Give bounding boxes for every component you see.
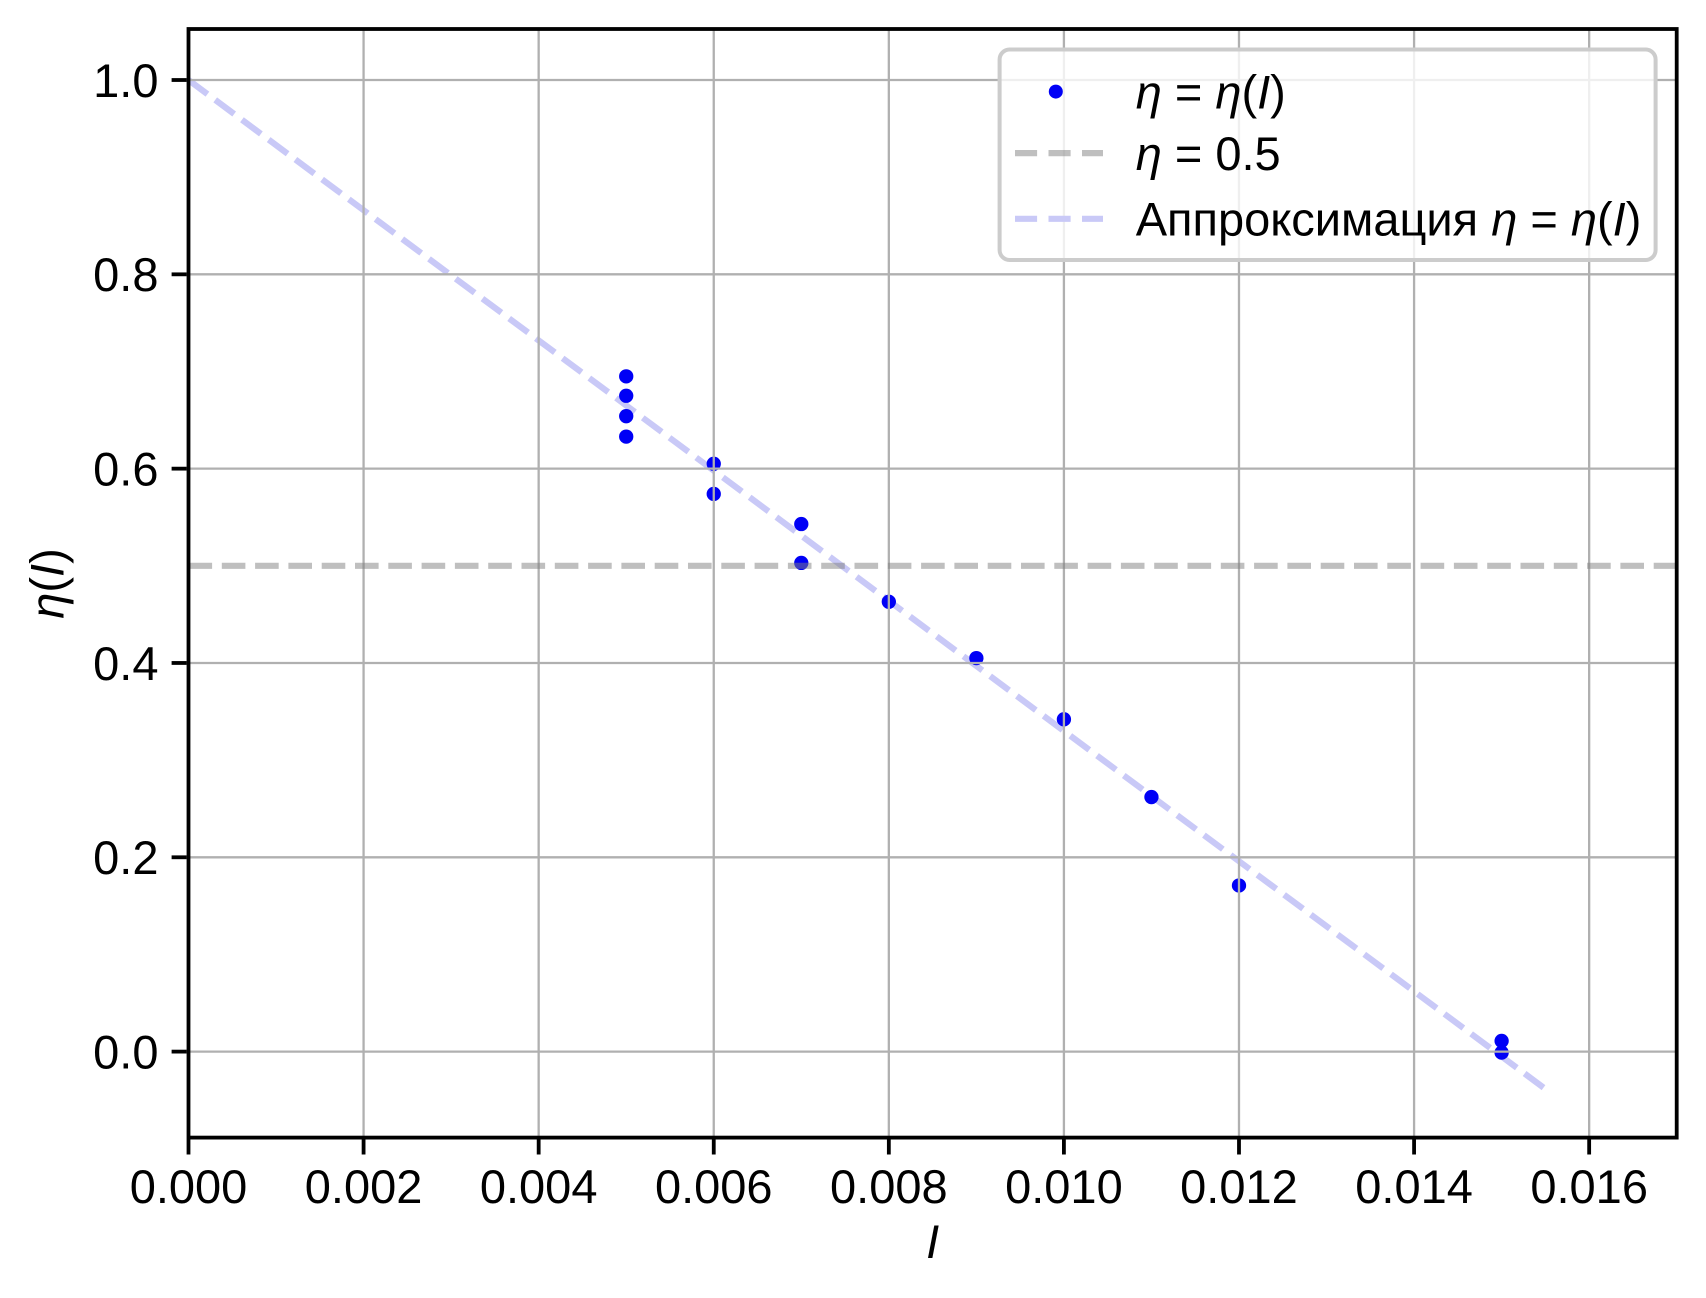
plot-border [186, 27, 1679, 1140]
legend-box [997, 47, 1658, 262]
scatter-point [619, 369, 634, 384]
ticks [171, 78, 1592, 1155]
y-tick-label: 0.0 [93, 1025, 158, 1078]
tick-labels: 0.000 0.002 0.004 0.006 0.008 0.010 0.012 0.014… [93, 54, 1648, 1213]
x-tick-label: 0.010 [1005, 1160, 1123, 1213]
y-axis-label: η(I) [21, 548, 74, 618]
x-tick-label: 0.014 [1355, 1160, 1473, 1213]
legend: η = η(I) η = 0.5 Аппроксимация η = η(I) [997, 47, 1658, 262]
legend-label: Аппроксимация η = η(I) [1136, 193, 1642, 246]
scatter-point [619, 429, 634, 444]
legend-marker-dot [1048, 84, 1063, 99]
legend-label: η = 0.5 [1136, 127, 1281, 180]
y-tick-label: 1.0 [93, 54, 158, 107]
scatter-point [794, 516, 809, 532]
legend-label: η = η(I) [1136, 65, 1286, 118]
scatter-point [619, 409, 634, 424]
x-tick-label: 0.008 [830, 1160, 948, 1213]
scatter-point [619, 388, 634, 403]
scatter-point [1494, 1033, 1509, 1049]
fit-line [186, 77, 1548, 1092]
x-tick-label: 0.000 [130, 1160, 248, 1213]
scatter-point [969, 650, 984, 666]
y-tick-label: 0.6 [93, 442, 158, 495]
y-tick-label: 0.2 [93, 831, 158, 884]
scatter-point [1144, 789, 1159, 805]
x-tick-label: 0.016 [1530, 1160, 1648, 1213]
x-tick-label: 0.012 [1180, 1160, 1298, 1213]
x-tick-label: 0.002 [305, 1160, 423, 1213]
y-tick-label: 0.8 [93, 248, 158, 301]
y-tick-label: 0.4 [93, 637, 158, 690]
x-tick-label: 0.006 [655, 1160, 773, 1213]
x-tick-label: 0.004 [480, 1160, 598, 1213]
x-axis-label: I [926, 1215, 939, 1268]
